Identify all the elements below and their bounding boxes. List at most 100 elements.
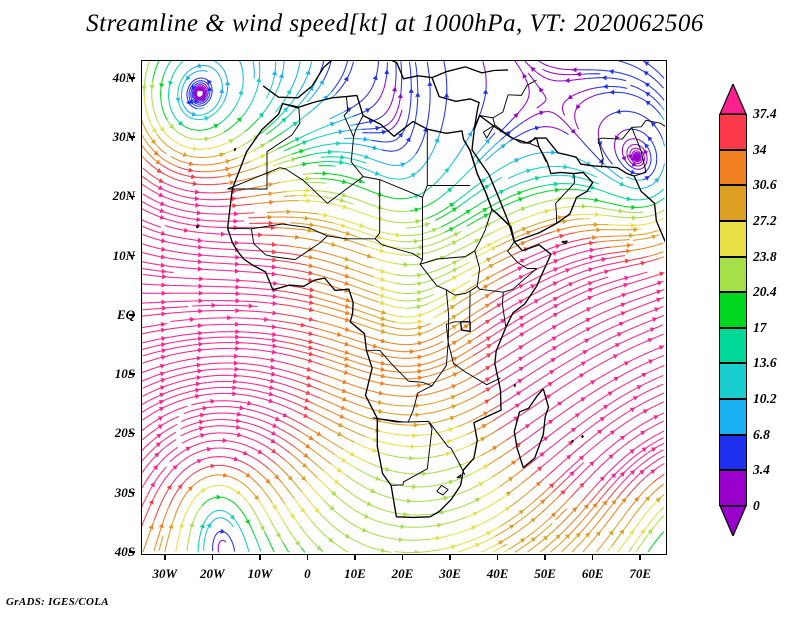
streamline-segment bbox=[232, 433, 238, 436]
streamline-segment bbox=[651, 514, 657, 521]
streamline-segment bbox=[262, 412, 269, 416]
streamline-segment bbox=[315, 490, 321, 497]
streamline-segment bbox=[661, 494, 665, 498]
streamline-segment bbox=[246, 486, 253, 492]
streamline-segment bbox=[644, 473, 650, 479]
streamline-segment bbox=[439, 441, 446, 445]
streamline-segment bbox=[611, 398, 618, 403]
streamline-segment bbox=[404, 485, 410, 488]
streamline-segment bbox=[169, 457, 175, 463]
streamline-segment bbox=[494, 486, 500, 491]
streamline-arrow bbox=[222, 437, 228, 444]
streamline-segment bbox=[344, 502, 350, 508]
streamline-arrow bbox=[341, 457, 347, 463]
streamline-segment bbox=[583, 523, 589, 530]
streamline-segment bbox=[433, 498, 439, 501]
streamline-arrow bbox=[303, 452, 309, 458]
streamline-segment bbox=[279, 436, 286, 441]
streamline-segment bbox=[489, 535, 496, 540]
streamline-arrow bbox=[308, 435, 314, 441]
streamline-segment bbox=[279, 445, 285, 450]
streamline-segment bbox=[568, 521, 574, 527]
streamline-arrow bbox=[235, 424, 241, 430]
streamline-segment bbox=[530, 419, 537, 424]
streamline-segment bbox=[153, 544, 157, 552]
streamline-segment bbox=[162, 445, 168, 450]
streamline-segment bbox=[314, 462, 320, 468]
streamline-segment bbox=[640, 515, 646, 521]
streamline-segment bbox=[628, 417, 635, 422]
streamline-segment bbox=[500, 522, 506, 527]
streamline-segment bbox=[609, 443, 615, 449]
streamline-segment bbox=[263, 398, 270, 402]
streamline-arrow bbox=[220, 528, 226, 534]
streamline-segment bbox=[582, 546, 588, 553]
streamline-segment bbox=[370, 517, 376, 522]
streamline-segment bbox=[160, 467, 166, 474]
streamline-segment bbox=[327, 439, 334, 444]
streamline-segment bbox=[659, 420, 665, 424]
streamline-arrow bbox=[530, 537, 536, 543]
streamline-segment bbox=[581, 515, 587, 522]
streamline-segment bbox=[647, 442, 654, 448]
streamline-segment bbox=[359, 512, 366, 517]
streamline-segment bbox=[632, 460, 638, 465]
streamline-segment bbox=[173, 394, 180, 398]
streamline-arrow bbox=[475, 543, 481, 548]
streamline-segment bbox=[598, 438, 605, 443]
streamline-segment bbox=[624, 348, 631, 352]
streamline-segment bbox=[146, 506, 151, 514]
streamline-segment bbox=[471, 470, 477, 475]
streamline-segment bbox=[301, 491, 307, 498]
streamline-segment bbox=[586, 382, 592, 387]
streamline-arrow bbox=[619, 529, 625, 535]
streamline-segment bbox=[640, 440, 647, 446]
streamline-segment bbox=[370, 475, 377, 479]
streamline-segment bbox=[532, 403, 538, 408]
streamline-segment bbox=[462, 548, 469, 551]
streamline-arrow bbox=[485, 531, 492, 536]
streamline-arrow bbox=[303, 413, 309, 418]
streamline-arrow bbox=[412, 484, 417, 490]
streamline-segment bbox=[270, 544, 274, 551]
streamline-segment bbox=[352, 523, 359, 528]
streamline-segment bbox=[654, 356, 661, 360]
streamline-segment bbox=[604, 508, 610, 514]
streamline-segment bbox=[526, 434, 533, 439]
streamline-segment bbox=[185, 430, 192, 434]
streamline-segment bbox=[635, 482, 641, 488]
streamline-segment bbox=[305, 513, 311, 520]
streamline-segment bbox=[258, 390, 265, 394]
streamline-segment bbox=[267, 414, 274, 419]
streamline-arrow bbox=[636, 385, 642, 390]
streamline-segment bbox=[487, 476, 493, 481]
streamline-segment bbox=[532, 544, 538, 549]
streamline-segment bbox=[384, 536, 391, 539]
streamline-arrow bbox=[566, 454, 572, 460]
streamline-segment bbox=[278, 513, 284, 521]
streamline-segment bbox=[366, 436, 372, 440]
streamline-segment bbox=[614, 448, 620, 454]
streamline-segment bbox=[248, 437, 255, 441]
streamline-segment bbox=[457, 543, 464, 546]
streamline-segment bbox=[215, 509, 222, 512]
streamline-segment bbox=[316, 477, 323, 483]
streamline-segment bbox=[631, 500, 637, 506]
streamline-segment bbox=[593, 420, 599, 426]
streamline-segment bbox=[164, 488, 170, 495]
streamline-segment bbox=[203, 475, 210, 479]
streamline-segment bbox=[647, 519, 653, 526]
streamline-segment bbox=[169, 467, 175, 474]
streamline-arrow bbox=[439, 510, 445, 516]
streamline-segment bbox=[367, 545, 374, 549]
streamline-arrow bbox=[157, 416, 164, 421]
streamline-segment bbox=[531, 430, 538, 436]
streamline-segment bbox=[463, 528, 470, 532]
streamline-segment bbox=[468, 545, 474, 549]
streamline-segment bbox=[279, 455, 286, 461]
streamline-segment bbox=[600, 541, 605, 548]
streamline-segment bbox=[270, 409, 276, 413]
streamline-segment bbox=[595, 546, 601, 553]
streamline-segment bbox=[485, 449, 492, 454]
streamline-segment bbox=[177, 415, 180, 418]
